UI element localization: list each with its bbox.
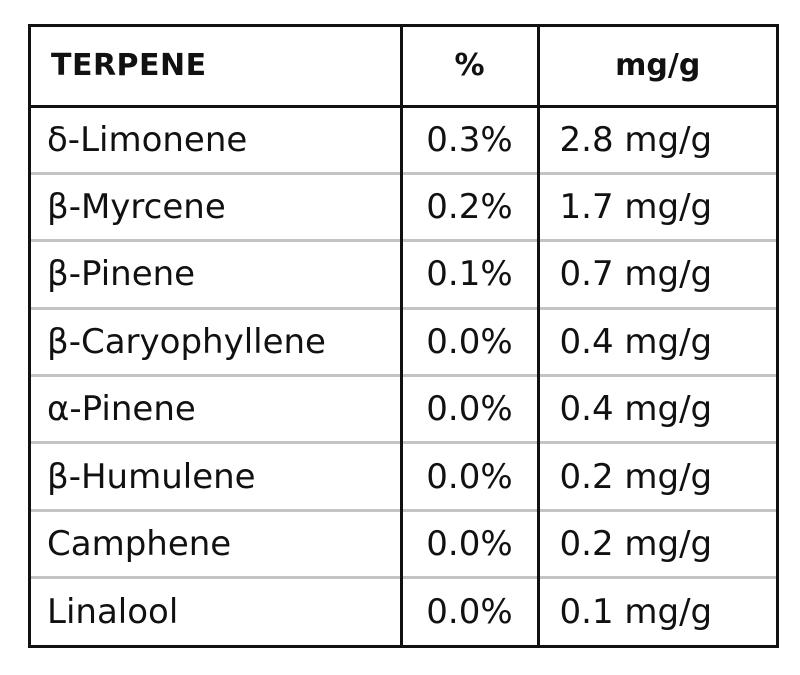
terpene-mg-per-g: 0.4 mg/g [536,373,776,443]
terpene-mg-per-g: 0.1 mg/g [536,576,776,645]
terpene-mg-per-g: 2.8 mg/g [536,106,776,174]
table-row: β-Pinene 0.1% 0.7 mg/g [31,239,776,309]
table-row: β-Humulene 0.0% 0.2 mg/g [31,441,776,511]
terpene-name: Linalool [31,576,401,645]
terpene-mg-per-g: 0.2 mg/g [536,508,776,578]
table-body: δ-Limonene 0.3% 2.8 mg/g β-Myrcene 0.2% … [31,106,776,645]
header-mg-per-g: mg/g [536,27,776,108]
terpene-percent: 0.3% [399,106,538,174]
table-row: β-Caryophyllene 0.0% 0.4 mg/g [31,306,776,376]
terpene-table: TERPENE % mg/g δ-Limonene 0.3% 2.8 mg/g … [31,27,776,645]
table-row: Camphene 0.0% 0.2 mg/g [31,508,776,578]
terpene-percent: 0.1% [399,239,538,309]
terpene-percent: 0.0% [399,576,538,645]
table-row: α-Pinene 0.0% 0.4 mg/g [31,373,776,443]
terpene-name: Camphene [31,508,401,578]
header-percent: % [399,27,538,108]
terpene-name: β-Humulene [31,441,401,511]
terpene-name: δ-Limonene [47,119,248,160]
table-row: δ-Limonene 0.3% 2.8 mg/g [31,106,776,174]
terpene-percent: 0.0% [399,441,538,511]
terpene-name: β-Pinene [31,239,401,309]
terpene-mg-per-g: 0.4 mg/g [536,306,776,376]
terpene-percent: 0.0% [399,508,538,578]
terpene-name: α-Pinene [31,373,401,443]
terpene-percent: 0.0% [399,306,538,376]
terpene-mg-per-g: 1.7 mg/g [536,171,776,241]
header-row: TERPENE % mg/g [31,27,776,108]
terpene-table-frame: TERPENE % mg/g δ-Limonene 0.3% 2.8 mg/g … [28,24,779,648]
header-terpene: TERPENE [31,27,401,108]
terpene-mg-per-g: 0.7 mg/g [536,239,776,309]
terpene-name: β-Caryophyllene [31,306,401,376]
table-row: Linalool 0.0% 0.1 mg/g [31,576,776,645]
table-header: TERPENE % mg/g [31,27,776,108]
terpene-percent: 0.2% [399,171,538,241]
table-row: β-Myrcene 0.2% 1.7 mg/g [31,171,776,241]
terpene-percent: 0.0% [399,373,538,443]
terpene-mg-per-g: 0.2 mg/g [536,441,776,511]
terpene-name: β-Myrcene [31,171,401,241]
